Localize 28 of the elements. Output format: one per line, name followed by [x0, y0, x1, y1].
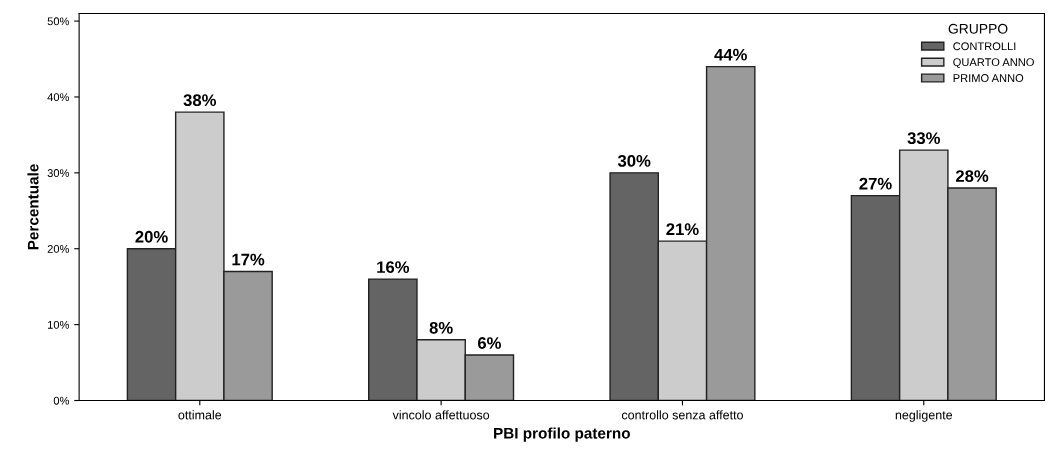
legend-label: PRIMO ANNO: [953, 74, 1024, 82]
legend-label: QUARTO ANNO: [953, 58, 1034, 69]
data-label: 17%: [232, 253, 265, 266]
data-label: 8%: [429, 321, 453, 334]
y-tick-label: 40%: [47, 93, 70, 102]
data-label: 21%: [666, 223, 699, 236]
x-tick-label: vincolo affettuoso: [392, 410, 490, 420]
x-tick-label: ottimale: [178, 410, 222, 420]
y-tick-label: 0%: [53, 396, 70, 405]
data-label: 6%: [477, 337, 501, 349]
data-label: 27%: [859, 177, 892, 190]
data-label: 16%: [377, 261, 410, 274]
data-label: 44%: [714, 48, 747, 61]
data-label: 38%: [183, 94, 217, 107]
legend-label: CONTROLLI: [953, 42, 1016, 51]
y-tick-label: 50%: [47, 17, 70, 26]
data-label: 33%: [907, 132, 941, 145]
data-label: 28%: [955, 170, 989, 182]
x-axis-title: PBI profilo paterno: [494, 427, 630, 442]
y-tick-label: 30%: [47, 169, 70, 177]
data-label: 20%: [135, 230, 168, 243]
legend-title: GRUPPO: [948, 23, 1008, 34]
y-axis-title: Percentuale: [27, 164, 39, 250]
y-tick-label: 10%: [48, 320, 70, 329]
data-label: 30%: [617, 154, 651, 167]
x-tick-label: controllo senza affetto: [621, 410, 743, 420]
y-tick-label: 20%: [47, 245, 70, 253]
x-tick-label: negligente: [895, 410, 953, 422]
